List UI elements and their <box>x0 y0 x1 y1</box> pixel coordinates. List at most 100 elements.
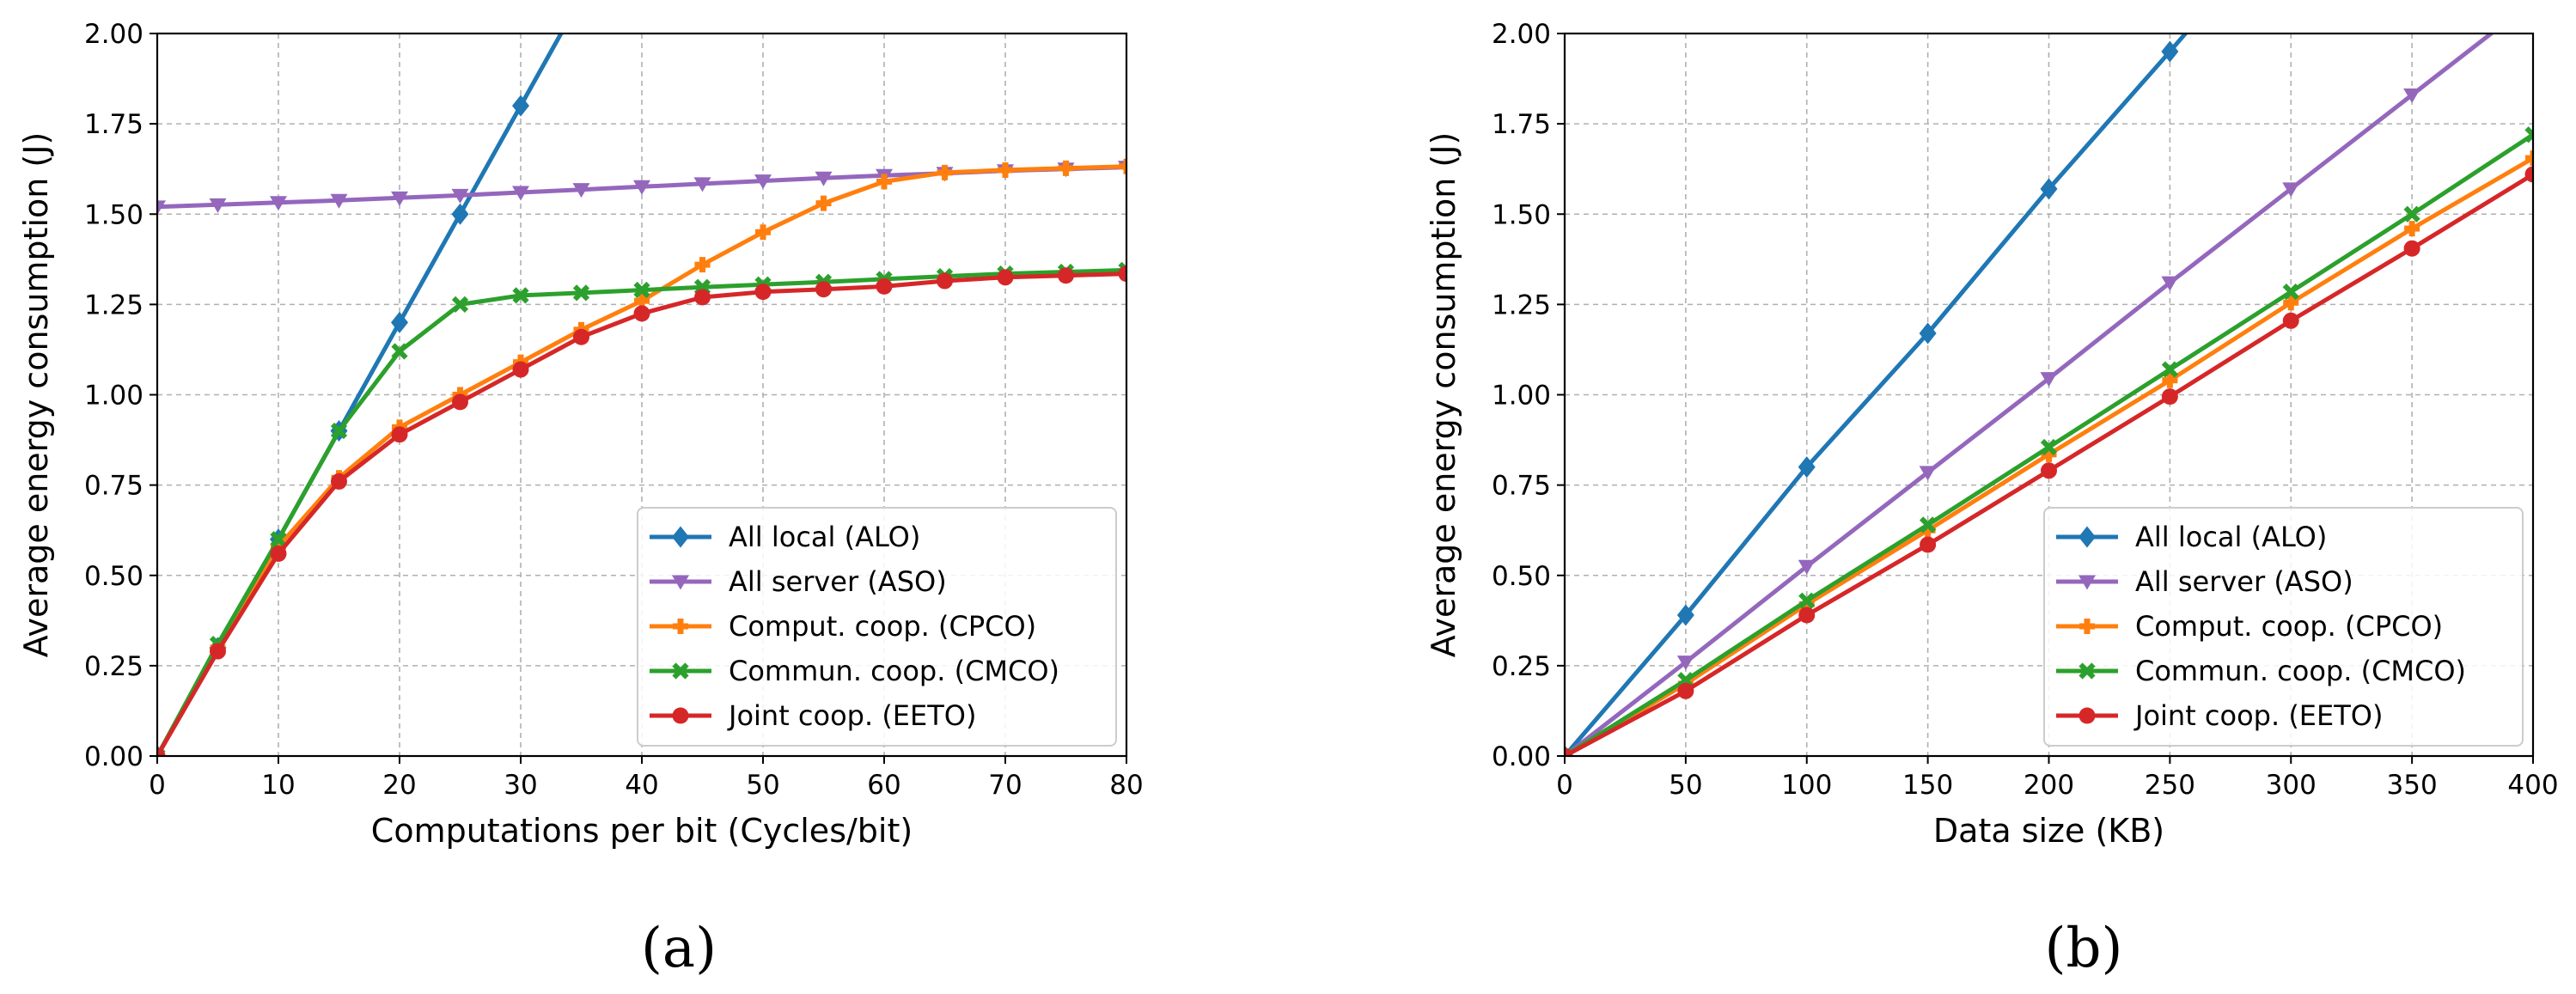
data-point <box>693 177 711 192</box>
data-point <box>2282 312 2299 329</box>
legend-marker <box>672 526 689 548</box>
legend-item-commun-coop-cmco: Commun. coop. (CMCO) <box>2056 655 2466 687</box>
data-point <box>1565 747 1573 756</box>
gridlines <box>156 33 1127 757</box>
y-axis-label: Average energy consumption (J) <box>1425 132 1462 658</box>
data-point <box>815 281 832 298</box>
data-point <box>1919 322 1937 345</box>
legend-item-joint-coop-eeto: Joint coop. (EETO) <box>2056 699 2383 732</box>
y-tick-label: 0.75 <box>1492 471 1551 502</box>
data-point <box>391 311 408 333</box>
y-tick-label: 0.00 <box>1492 741 1551 772</box>
data-point <box>451 296 469 313</box>
legend-marker <box>672 707 689 724</box>
x-tick-label: 20 <box>382 770 416 801</box>
data-point <box>2161 40 2179 63</box>
data-point <box>1058 160 1074 176</box>
y-tick-label: 1.50 <box>1492 199 1551 230</box>
y-tick-label: 2.00 <box>1492 19 1551 50</box>
data-point <box>634 293 650 309</box>
data-point <box>391 191 408 206</box>
data-point <box>2282 182 2300 198</box>
legend-label: Comput. coop. (CPCO) <box>2135 610 2443 643</box>
x-tick-label: 0 <box>149 770 166 801</box>
panel-caption: (a) <box>641 917 717 980</box>
data-point <box>633 281 650 299</box>
data-point <box>572 284 590 302</box>
data-point <box>633 305 650 322</box>
legend-label: All server (ASO) <box>2135 565 2353 598</box>
data-point <box>998 162 1013 178</box>
data-point <box>270 196 287 211</box>
legend-item-comput-coop-cpco: Comput. coop. (CPCO) <box>2056 610 2443 643</box>
data-point <box>451 203 469 225</box>
x-axis-label: Data size (KB) <box>1933 812 2164 850</box>
data-point <box>1798 607 1816 624</box>
legend-marker <box>672 662 689 680</box>
data-point <box>1920 522 1936 539</box>
legend-label: All local (ALO) <box>729 521 920 553</box>
data-point <box>331 473 347 490</box>
legend-marker <box>2079 526 2096 548</box>
data-point <box>755 224 771 241</box>
legend: All local (ALO) All server (ASO) Comput. c… <box>637 507 1117 747</box>
legend-box <box>637 507 1117 747</box>
legend-marker <box>672 575 689 590</box>
x-tick-label: 0 <box>1556 770 1573 801</box>
legend-label: All local (ALO) <box>2135 521 2327 553</box>
legend-label: Joint coop. (EETO) <box>727 699 976 732</box>
y-tick-label: 1.00 <box>84 381 143 412</box>
data-point <box>2282 284 2299 301</box>
legend-item-all-server-aso: All server (ASO) <box>650 565 947 598</box>
data-point <box>815 171 833 186</box>
y-tick-label: 1.25 <box>1492 290 1551 320</box>
data-point <box>157 747 166 756</box>
data-point <box>754 284 772 301</box>
data-point <box>2403 205 2420 223</box>
y-tick-label: 1.25 <box>84 290 143 320</box>
data-point <box>1920 516 1937 534</box>
x-tick-label: 30 <box>504 770 537 801</box>
data-point <box>512 361 529 378</box>
data-point <box>330 193 348 209</box>
data-point <box>694 289 711 306</box>
data-point <box>210 643 226 660</box>
legend-item-all-local-alo: All local (ALO) <box>650 521 920 553</box>
data-point <box>209 198 227 213</box>
y-tick-label: 1.75 <box>84 109 143 140</box>
y-tick-label: 0.50 <box>1492 561 1551 592</box>
data-point <box>1118 265 1126 283</box>
panel-caption: (b) <box>2045 917 2123 980</box>
legend-label: Comput. coop. (CPCO) <box>729 610 1036 643</box>
data-point <box>512 287 529 304</box>
x-tick-label: 300 <box>2266 770 2317 801</box>
y-tick-label: 1.50 <box>84 199 143 230</box>
y-tick-label: 1.00 <box>1492 381 1551 412</box>
y-axis-label: Average energy consumption (J) <box>17 132 55 658</box>
legend-item-all-server-aso: All server (ASO) <box>2056 565 2353 598</box>
x-tick-label: 60 <box>867 770 900 801</box>
data-point <box>270 531 287 548</box>
x-tick-label: 100 <box>1781 770 1832 801</box>
data-point <box>391 426 408 443</box>
legend-item-all-local-alo: All local (ALO) <box>2056 521 2327 553</box>
legend-item-joint-coop-eeto: Joint coop. (EETO) <box>650 699 976 732</box>
data-point <box>815 195 832 211</box>
x-tick-label: 250 <box>2145 770 2195 801</box>
data-point <box>573 328 589 345</box>
x-tick-label: 150 <box>1902 770 1953 801</box>
data-point <box>754 174 772 190</box>
data-point <box>391 343 408 360</box>
data-point <box>2283 295 2299 311</box>
data-point <box>330 422 348 440</box>
x-tick-label: 200 <box>2024 770 2074 801</box>
data-point <box>2403 240 2420 257</box>
legend-marker <box>2079 662 2096 680</box>
y-tick-label: 0.25 <box>84 651 143 682</box>
legend-label: Commun. coop. (CMCO) <box>729 655 1059 687</box>
data-point <box>451 188 469 204</box>
data-point <box>572 183 590 198</box>
x-tick-label: 40 <box>625 770 658 801</box>
data-point <box>1798 559 1816 575</box>
legend: All local (ALO) All server (ASO) Comput. c… <box>2043 507 2524 747</box>
